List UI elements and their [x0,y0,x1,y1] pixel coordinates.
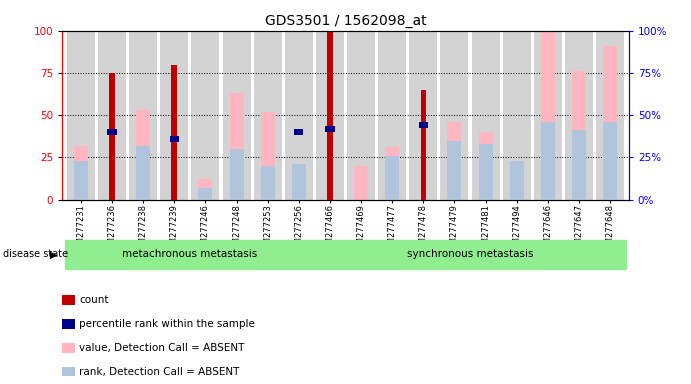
Text: rank, Detection Call = ABSENT: rank, Detection Call = ABSENT [79,367,240,377]
Bar [471,31,500,200]
Bar [479,132,493,200]
Bar [229,149,243,200]
Bar [510,161,524,200]
Text: count: count [79,295,109,305]
Text: ▶: ▶ [50,249,58,260]
Bar [66,240,314,269]
Bar [136,146,150,200]
Bar [191,31,220,200]
Bar [198,179,212,200]
Bar [261,112,274,200]
Bar [354,166,368,200]
Bar [385,147,399,200]
Bar [572,71,586,200]
Bar [136,110,150,200]
Bar [596,31,624,200]
Text: percentile rank within the sample: percentile rank within the sample [79,319,256,329]
Bar [254,31,282,200]
Bar [325,126,334,132]
Text: metachronous metastasis: metachronous metastasis [122,249,258,260]
Bar [448,141,462,200]
Bar [409,31,437,200]
Bar [169,136,179,142]
Bar [292,164,306,200]
Bar [603,122,617,200]
Bar [503,31,531,200]
Bar [129,31,157,200]
Bar [223,31,251,200]
Bar [327,31,333,200]
Bar [285,31,313,200]
Bar [314,240,625,269]
Bar [107,129,117,135]
Bar [171,65,177,200]
Bar [572,131,586,200]
Text: disease state: disease state [3,249,68,260]
Bar [541,31,555,200]
Bar [378,31,406,200]
Bar [479,144,493,200]
Bar [448,122,462,200]
Text: synchronous metastasis: synchronous metastasis [407,249,533,260]
Bar [510,161,524,200]
Title: GDS3501 / 1562098_at: GDS3501 / 1562098_at [265,14,426,28]
Bar [67,31,95,200]
Bar [294,129,303,135]
Bar [261,166,274,200]
Bar [385,156,399,200]
Bar [160,31,188,200]
Bar [565,31,593,200]
Bar [316,31,344,200]
Bar [109,73,115,200]
Bar [440,31,468,200]
Bar [419,122,428,128]
Bar [74,146,88,200]
Bar [229,93,243,200]
Bar [534,31,562,200]
Bar [198,188,212,200]
Bar [98,31,126,200]
Bar [541,122,555,200]
Bar [74,161,88,200]
Bar [421,90,426,200]
Bar [603,46,617,200]
Text: value, Detection Call = ABSENT: value, Detection Call = ABSENT [79,343,245,353]
Bar [347,31,375,200]
